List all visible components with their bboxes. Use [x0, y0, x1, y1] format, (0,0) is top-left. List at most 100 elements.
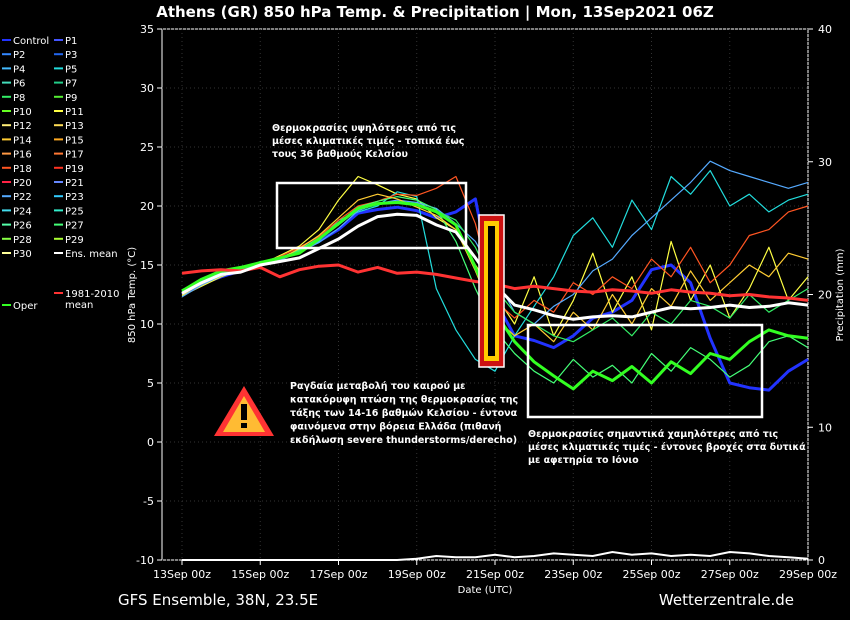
legend-entry: P20: [2, 178, 32, 189]
annotation-line: εκδήλωση severe thunderstorms/derecho): [290, 435, 517, 446]
footer-source: Wetterzentrale.de: [659, 591, 794, 609]
y2-tick-label: 20: [818, 289, 832, 302]
legend-entry: P3: [54, 50, 77, 61]
legend-label: P29: [65, 235, 84, 246]
legend-entry: Ens. mean: [54, 249, 118, 260]
x-tick-label: 29Sep 00z: [779, 568, 837, 581]
legend-label: P20: [13, 178, 32, 189]
legend-entry: P8: [2, 93, 25, 104]
y2-tick-label: 40: [818, 23, 832, 36]
legend-entry: P10: [2, 107, 32, 118]
legend-label: P4: [13, 64, 25, 75]
x-tick-label: 17Sep 00z: [310, 568, 368, 581]
legend-entry: P6: [2, 79, 25, 90]
warning-icon: [214, 386, 274, 436]
x-tick-label: 15Sep 00z: [231, 568, 289, 581]
annotation-line: κατακόρυφη πτώση της θερμοκρασίας της: [290, 395, 518, 406]
legend-label: P1: [65, 36, 77, 47]
legend-label: Ens. mean: [65, 249, 118, 260]
legend-label: P5: [65, 64, 77, 75]
grid: [162, 28, 809, 561]
legend-label: P13: [65, 121, 84, 132]
legend-label: P19: [65, 164, 84, 175]
footer-model: GFS Ensemble, 38N, 23.5E: [118, 591, 318, 609]
y-tick-label: 30: [140, 82, 154, 95]
legend-label: P16: [13, 150, 32, 161]
legend-label: P10: [13, 107, 32, 118]
legend-entry: P14: [2, 135, 32, 146]
x-tick-label: 23Sep 00z: [544, 568, 602, 581]
legend-entry: P17: [54, 150, 84, 161]
legend-label: P7: [65, 79, 77, 90]
legend-label: P15: [65, 135, 84, 146]
legend-entry: P21: [54, 178, 84, 189]
legend-entry: Control: [2, 36, 49, 47]
legend-label: P11: [65, 107, 84, 118]
legend-label: Oper: [13, 301, 38, 312]
x-tick-label: 13Sep 00z: [153, 568, 211, 581]
legend-entry: P18: [2, 164, 32, 175]
legend-entry: P5: [54, 64, 77, 75]
annotation-line: φαινόμενα στην βόρεια Ελλάδα (πιθανή: [290, 422, 502, 433]
legend-entry: P1: [54, 36, 77, 47]
legend-entry: P19: [54, 164, 84, 175]
legend-entry: Oper: [2, 301, 38, 312]
legend-label: P26: [13, 221, 32, 232]
legend-entry: P15: [54, 135, 84, 146]
y-tick-label: -5: [143, 495, 154, 508]
legend-entry: P22: [2, 192, 32, 203]
legend-entry: P11: [54, 107, 84, 118]
axes: -10 -5 0 5 10 15 20 25 30 35 0 10 20 30 40 13Sep 00z 15S…: [136, 23, 837, 581]
y-tick-label: 5: [147, 377, 154, 390]
annotation-line: Θερμοκρασίες σημαντικά χαμηλότερες από τ…: [528, 429, 778, 440]
legend-label: P28: [13, 235, 32, 246]
chart-title: Athens (GR) 850 hPa Temp. & Precipitatio…: [156, 3, 714, 22]
legend-label: P8: [13, 93, 25, 104]
legend-label: Control: [13, 36, 49, 47]
legend-entry: P2: [2, 50, 25, 61]
legend-label: P17: [65, 150, 84, 161]
legend-entry: P28: [2, 235, 32, 246]
annotation-line: Θερμοκρασίες υψηλότερες από τις: [272, 123, 456, 134]
legend-entry: P27: [54, 221, 84, 232]
annotation-text: Ραγδαία μεταβολή του καιρού με κατακόρυφη…: [290, 381, 518, 446]
x-tick-label: 19Sep 00z: [388, 568, 446, 581]
legend-entry: P12: [2, 121, 32, 132]
x-tick-label: 27Sep 00z: [701, 568, 759, 581]
legend-entry: P29: [54, 235, 84, 246]
x-axis-title: Date (UTC): [458, 585, 513, 596]
x-tick-label: 25Sep 00z: [623, 568, 681, 581]
legend-entry: P9: [54, 93, 77, 104]
y-tick-label: 10: [140, 318, 154, 331]
legend-label: P18: [13, 164, 32, 175]
annotation-box-heat: [275, 181, 468, 250]
y2-tick-label: 10: [818, 421, 832, 434]
precipitation-line: [182, 550, 809, 561]
y-tick-label: 25: [140, 141, 154, 154]
legend-label: P14: [13, 135, 32, 146]
annotation-line: Ραγδαία μεταβολή του καιρού με: [290, 381, 465, 392]
legend-entry: P4: [2, 64, 25, 75]
legend-label: P23: [65, 192, 84, 203]
legend-entry: P16: [2, 150, 32, 161]
legend-label: P3: [65, 50, 77, 61]
y-tick-label: 0: [147, 436, 154, 449]
legend: Control P1 P2 P3 P4 P5 P6 P7 P8 P9 P10 P11 P12 P13 P14…: [2, 36, 120, 312]
legend-label: P25: [65, 206, 84, 217]
legend-label: P30: [13, 249, 32, 260]
y-tick-label: 15: [140, 259, 154, 272]
annotation-line: μέσες κλιματικές τιμές - τοπικά έως: [272, 136, 464, 147]
legend-entry: P7: [54, 79, 77, 90]
legend-label: P24: [13, 206, 32, 217]
annotation-line: τάξης των 14-16 βαθμών Κελσίου - έντονα: [290, 408, 518, 419]
legend-entry: P26: [2, 221, 32, 232]
legend-entry: P24: [2, 206, 32, 217]
y-axis-title: 850 hPa Temp. (°C): [127, 247, 138, 343]
annotation-line: μέσες κλιματικές τιμές - έντονες βροχές …: [528, 442, 806, 453]
annotation-line: με αφετηρία το Ιόνιο: [528, 455, 639, 466]
y-tick-label: 20: [140, 200, 154, 213]
annotation-text: Θερμοκρασίες υψηλότερες από τις μέσες κλι…: [272, 123, 464, 160]
legend-label: P27: [65, 221, 84, 232]
